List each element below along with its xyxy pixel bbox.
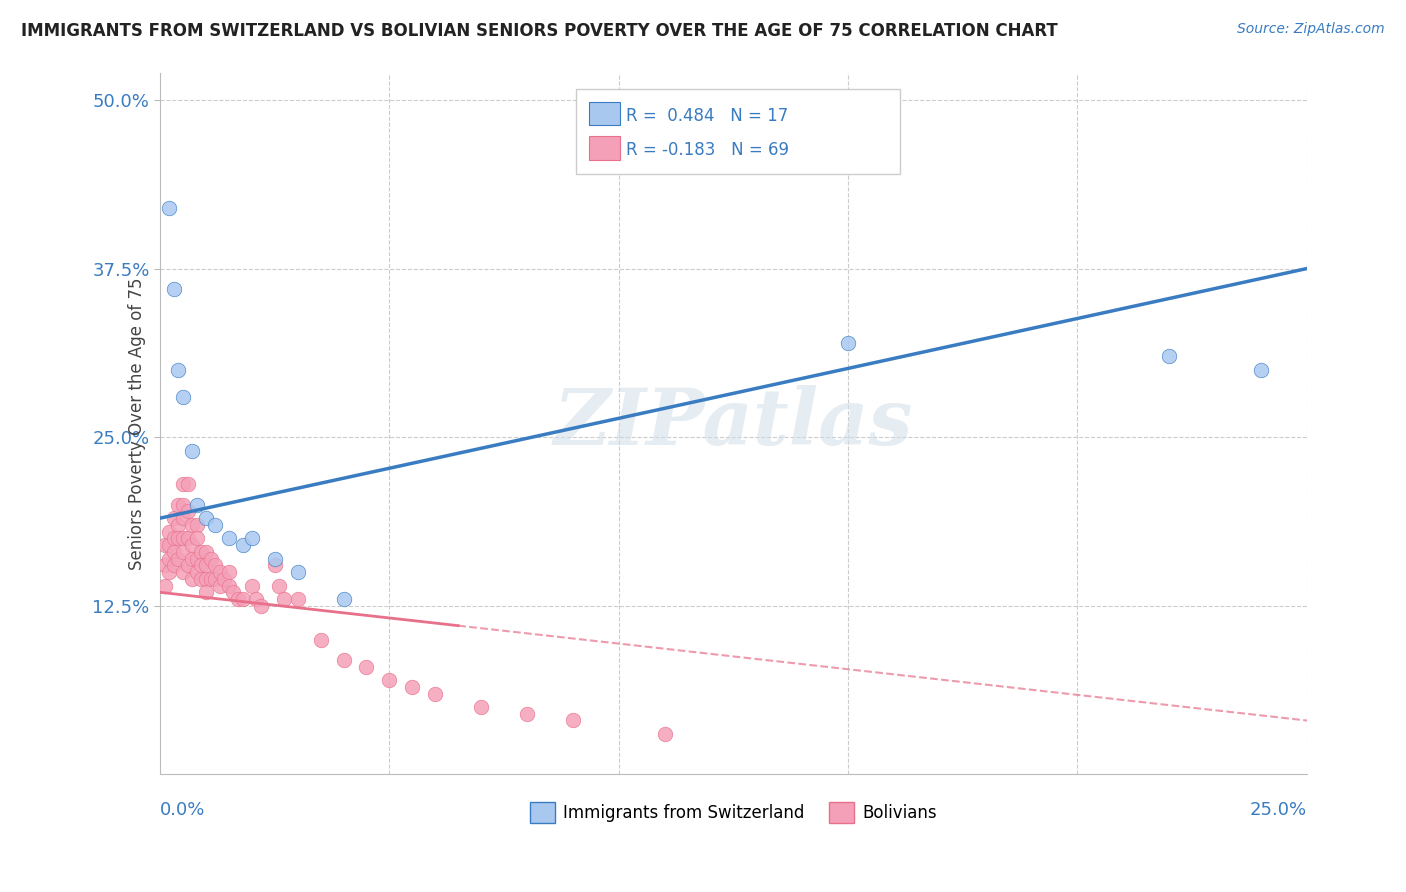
- Point: [172, 511, 194, 525]
- Point: [157, 201, 180, 215]
- Point: [218, 579, 240, 593]
- Legend: Immigrants from Switzerland, Bolivians: Immigrants from Switzerland, Bolivians: [523, 796, 943, 830]
- Point: [204, 558, 226, 573]
- Point: [167, 517, 190, 532]
- Point: [273, 592, 295, 607]
- Point: [195, 545, 218, 559]
- Point: [167, 532, 190, 546]
- Point: [163, 532, 186, 546]
- Point: [516, 706, 538, 721]
- Point: [654, 727, 676, 741]
- Point: [181, 443, 204, 458]
- Point: [222, 585, 245, 599]
- Point: [176, 558, 198, 573]
- Point: [208, 565, 231, 579]
- Y-axis label: Seniors Poverty Over the Age of 75: Seniors Poverty Over the Age of 75: [128, 277, 146, 570]
- Point: [153, 558, 176, 573]
- Point: [837, 335, 859, 350]
- Point: [470, 700, 492, 714]
- Point: [214, 572, 236, 586]
- Point: [181, 551, 204, 566]
- Point: [172, 390, 194, 404]
- Point: [157, 551, 180, 566]
- Point: [172, 545, 194, 559]
- Point: [181, 538, 204, 552]
- Point: [176, 477, 198, 491]
- Point: [153, 579, 176, 593]
- Point: [232, 592, 254, 607]
- Point: [263, 551, 285, 566]
- Text: R =  0.484   N = 17: R = 0.484 N = 17: [626, 107, 787, 125]
- Point: [240, 579, 263, 593]
- Point: [181, 572, 204, 586]
- Point: [218, 532, 240, 546]
- Point: [186, 517, 208, 532]
- Point: [163, 558, 186, 573]
- Point: [1157, 349, 1180, 363]
- Point: [378, 673, 401, 687]
- Point: [250, 599, 273, 613]
- Point: [167, 498, 190, 512]
- Point: [1250, 363, 1272, 377]
- Point: [176, 532, 198, 546]
- Point: [176, 504, 198, 518]
- Point: [163, 545, 186, 559]
- Point: [195, 585, 218, 599]
- Point: [263, 558, 285, 573]
- Point: [356, 659, 378, 673]
- Point: [425, 686, 447, 700]
- Point: [163, 282, 186, 296]
- Point: [186, 551, 208, 566]
- Point: [208, 579, 231, 593]
- Point: [186, 565, 208, 579]
- Point: [157, 538, 180, 552]
- Point: [218, 565, 240, 579]
- Point: [167, 551, 190, 566]
- Point: [332, 653, 354, 667]
- Text: 0.0%: 0.0%: [160, 801, 205, 819]
- Point: [190, 558, 212, 573]
- Point: [167, 363, 190, 377]
- Point: [195, 572, 218, 586]
- Point: [190, 572, 212, 586]
- Text: R = -0.183   N = 69: R = -0.183 N = 69: [626, 141, 789, 159]
- Point: [172, 498, 194, 512]
- Text: Source: ZipAtlas.com: Source: ZipAtlas.com: [1237, 22, 1385, 37]
- Text: ZIPatlas: ZIPatlas: [554, 385, 912, 462]
- Point: [332, 592, 354, 607]
- Point: [172, 565, 194, 579]
- Point: [240, 532, 263, 546]
- Point: [172, 532, 194, 546]
- Point: [245, 592, 267, 607]
- Point: [153, 538, 176, 552]
- Point: [186, 532, 208, 546]
- Point: [269, 579, 291, 593]
- Point: [163, 511, 186, 525]
- Point: [157, 524, 180, 539]
- Text: IMMIGRANTS FROM SWITZERLAND VS BOLIVIAN SENIORS POVERTY OVER THE AGE OF 75 CORRE: IMMIGRANTS FROM SWITZERLAND VS BOLIVIAN …: [21, 22, 1057, 40]
- Point: [309, 632, 332, 647]
- Point: [287, 565, 309, 579]
- Point: [287, 592, 309, 607]
- Point: [232, 538, 254, 552]
- Point: [195, 511, 218, 525]
- Point: [204, 572, 226, 586]
- Point: [204, 517, 226, 532]
- Point: [561, 714, 583, 728]
- Point: [226, 592, 249, 607]
- Point: [157, 565, 180, 579]
- Point: [172, 477, 194, 491]
- Point: [181, 517, 204, 532]
- Point: [401, 680, 423, 694]
- Point: [195, 558, 218, 573]
- Point: [190, 545, 212, 559]
- Point: [200, 551, 222, 566]
- Point: [186, 498, 208, 512]
- Text: 25.0%: 25.0%: [1250, 801, 1306, 819]
- Point: [200, 572, 222, 586]
